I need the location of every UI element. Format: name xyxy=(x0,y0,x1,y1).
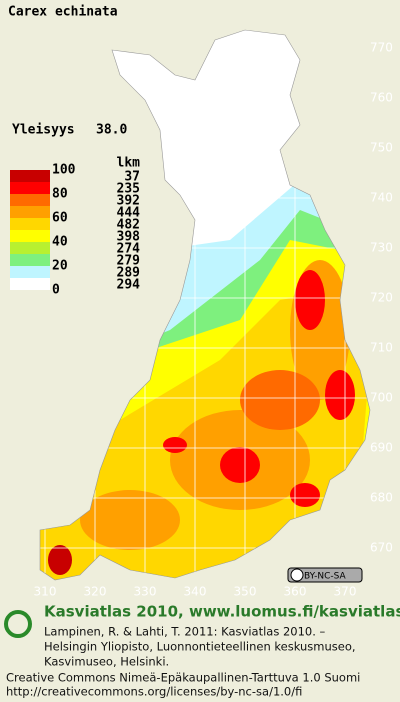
citation-line: Kasvimuseo, Helsinki. xyxy=(44,655,169,669)
easting-label: 360 xyxy=(284,585,307,599)
northing-label: 680 xyxy=(370,491,393,505)
legend-swatch xyxy=(10,194,50,206)
legend-count: 279 xyxy=(117,254,140,269)
legend-swatch xyxy=(10,266,50,278)
legend-scale-label: 40 xyxy=(52,235,68,250)
legend-swatch xyxy=(10,230,50,242)
northing-label: 670 xyxy=(370,541,393,555)
easting-label: 370 xyxy=(334,585,357,599)
legend-swatch xyxy=(10,218,50,230)
legend-swatch xyxy=(10,254,50,266)
license-line: http://creativecommons.org/licenses/by-n… xyxy=(6,685,302,699)
legend-scale-label: 0 xyxy=(52,283,60,298)
license-line: Creative Commons Nimeä-Epäkaupallinen-Ta… xyxy=(6,671,360,685)
legend-count: 235 xyxy=(117,182,140,197)
legend-count: 274 xyxy=(117,242,141,257)
legend-count: 444 xyxy=(117,206,141,221)
easting-label: 340 xyxy=(184,585,207,599)
legend-swatch xyxy=(10,242,50,254)
legend-scale-label: 60 xyxy=(52,211,68,226)
northing-label: 740 xyxy=(370,191,393,205)
legend-count: 289 xyxy=(117,266,140,281)
frequency-value: 38.0 xyxy=(96,123,127,138)
legend-count: 398 xyxy=(117,230,141,245)
northing-label: 700 xyxy=(370,391,393,405)
northing-label: 730 xyxy=(370,241,393,255)
legend-swatch xyxy=(10,182,50,194)
legend-swatch xyxy=(10,206,50,218)
northing-label: 690 xyxy=(370,441,393,455)
northing-label: 750 xyxy=(370,141,393,155)
legend-count: 294 xyxy=(117,278,141,293)
citation-line: Lampinen, R. & Lahti, T. 2011: Kasviatla… xyxy=(44,625,326,639)
legend-swatch xyxy=(10,170,50,182)
legend-swatch xyxy=(10,278,50,290)
footer-heading: Kasviatlas 2010, www.luomus.fi/kasviatla… xyxy=(44,603,400,621)
northing-label: 770 xyxy=(370,41,393,55)
legend-scale-label: 20 xyxy=(52,259,68,274)
northing-label: 710 xyxy=(370,341,393,355)
easting-label: 350 xyxy=(234,585,257,599)
species-title: Carex echinata xyxy=(8,5,118,20)
easting-label: 310 xyxy=(34,585,57,599)
legend-scale-label: 100 xyxy=(52,163,76,178)
count-header: lkm xyxy=(117,156,141,171)
legend-count: 392 xyxy=(117,194,140,209)
frequency-label: Yleisyys xyxy=(12,123,75,138)
logo xyxy=(4,610,32,638)
easting-label: 320 xyxy=(84,585,107,599)
legend-count: 482 xyxy=(117,218,140,233)
legend-scale-label: 80 xyxy=(52,187,68,202)
badge-text: BY-NC-SA xyxy=(304,572,347,582)
license-badge: BY-NC-SA xyxy=(287,567,363,583)
northing-label: 760 xyxy=(370,91,393,105)
northing-label: 720 xyxy=(370,291,393,305)
easting-label: 330 xyxy=(134,585,157,599)
legend-count: 37 xyxy=(124,170,140,185)
citation-line: Helsingin Yliopisto, Luonnontieteellinen… xyxy=(44,640,356,654)
